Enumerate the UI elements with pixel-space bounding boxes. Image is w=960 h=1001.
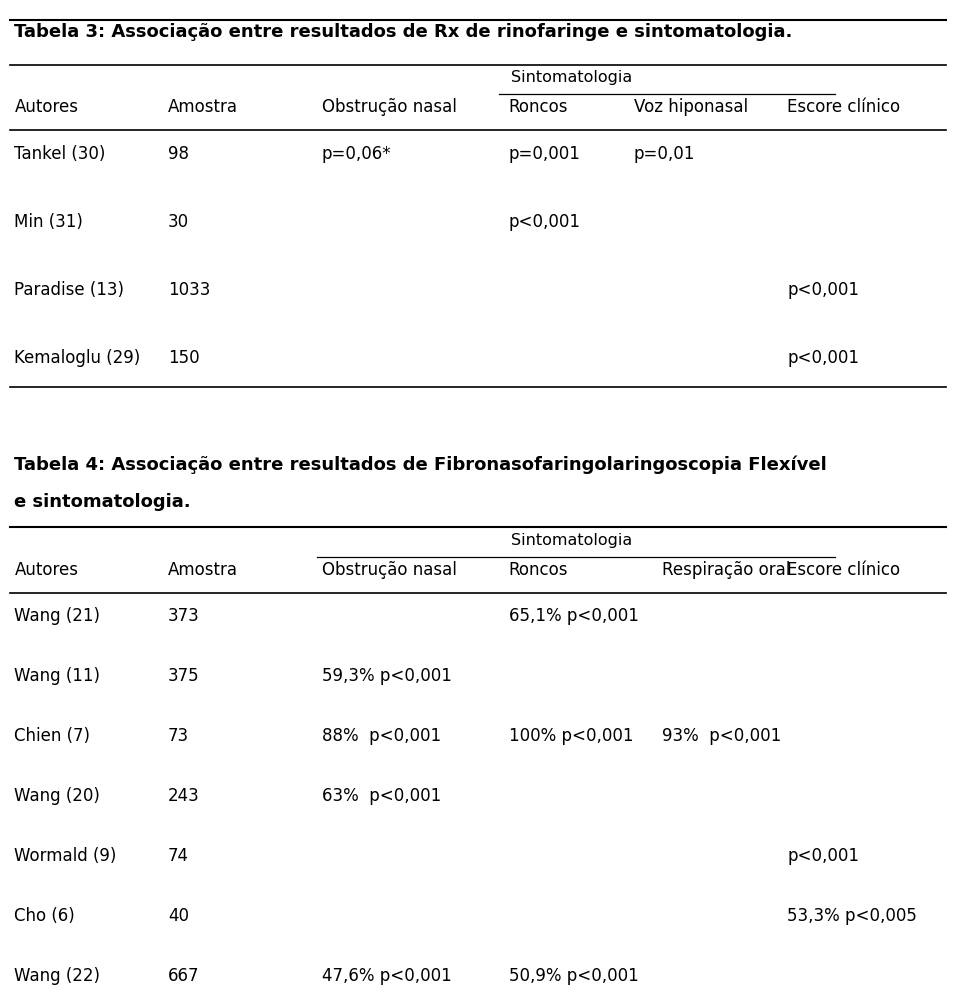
Text: p<0,001: p<0,001 <box>787 847 859 865</box>
Text: Sintomatologia: Sintomatologia <box>511 533 632 548</box>
Text: 50,9% p<0,001: 50,9% p<0,001 <box>509 967 638 985</box>
Text: Amostra: Amostra <box>168 98 238 116</box>
Text: Wang (11): Wang (11) <box>14 667 101 685</box>
Text: p<0,001: p<0,001 <box>787 349 859 367</box>
Text: Roncos: Roncos <box>509 98 568 116</box>
Text: 150: 150 <box>168 349 200 367</box>
Text: p=0,01: p=0,01 <box>634 145 695 163</box>
Text: p=0,06*: p=0,06* <box>322 145 392 163</box>
Text: Roncos: Roncos <box>509 561 568 579</box>
Text: Tankel (30): Tankel (30) <box>14 145 106 163</box>
Text: Obstrução nasal: Obstrução nasal <box>322 561 456 579</box>
Text: 667: 667 <box>168 967 200 985</box>
Text: 59,3% p<0,001: 59,3% p<0,001 <box>322 667 451 685</box>
Text: 93%  p<0,001: 93% p<0,001 <box>662 727 781 745</box>
Text: Respiração oral: Respiração oral <box>662 561 791 579</box>
Text: Wang (21): Wang (21) <box>14 607 101 625</box>
Text: p<0,001: p<0,001 <box>787 281 859 299</box>
Text: 40: 40 <box>168 907 189 925</box>
Text: 47,6% p<0,001: 47,6% p<0,001 <box>322 967 451 985</box>
Text: p=0,001: p=0,001 <box>509 145 581 163</box>
Text: 375: 375 <box>168 667 200 685</box>
Text: Escore clínico: Escore clínico <box>787 98 900 116</box>
Text: e sintomatologia.: e sintomatologia. <box>14 493 191 512</box>
Text: Min (31): Min (31) <box>14 213 84 231</box>
Text: Sintomatologia: Sintomatologia <box>511 70 632 85</box>
Text: Wang (22): Wang (22) <box>14 967 101 985</box>
Text: 373: 373 <box>168 607 200 625</box>
Text: Obstrução nasal: Obstrução nasal <box>322 98 456 116</box>
Text: 73: 73 <box>168 727 189 745</box>
Text: 100% p<0,001: 100% p<0,001 <box>509 727 634 745</box>
Text: Wang (20): Wang (20) <box>14 787 100 805</box>
Text: 243: 243 <box>168 787 200 805</box>
Text: Cho (6): Cho (6) <box>14 907 75 925</box>
Text: Paradise (13): Paradise (13) <box>14 281 125 299</box>
Text: 88%  p<0,001: 88% p<0,001 <box>322 727 441 745</box>
Text: Chien (7): Chien (7) <box>14 727 90 745</box>
Text: 30: 30 <box>168 213 189 231</box>
Text: Escore clínico: Escore clínico <box>787 561 900 579</box>
Text: Autores: Autores <box>14 561 79 579</box>
Text: Kemaloglu (29): Kemaloglu (29) <box>14 349 141 367</box>
Text: 74: 74 <box>168 847 189 865</box>
Text: Autores: Autores <box>14 98 79 116</box>
Text: 98: 98 <box>168 145 189 163</box>
Text: Wormald (9): Wormald (9) <box>14 847 117 865</box>
Text: Tabela 4: Associação entre resultados de Fibronasofaringolaringoscopia Flexível: Tabela 4: Associação entre resultados de… <box>14 455 828 473</box>
Text: Tabela 3: Associação entre resultados de Rx de rinofaringe e sintomatologia.: Tabela 3: Associação entre resultados de… <box>14 23 793 41</box>
Text: p<0,001: p<0,001 <box>509 213 581 231</box>
Text: Voz hiponasal: Voz hiponasal <box>634 98 748 116</box>
Text: 65,1% p<0,001: 65,1% p<0,001 <box>509 607 638 625</box>
Text: 1033: 1033 <box>168 281 210 299</box>
Text: 63%  p<0,001: 63% p<0,001 <box>322 787 441 805</box>
Text: Amostra: Amostra <box>168 561 238 579</box>
Text: 53,3% p<0,005: 53,3% p<0,005 <box>787 907 917 925</box>
